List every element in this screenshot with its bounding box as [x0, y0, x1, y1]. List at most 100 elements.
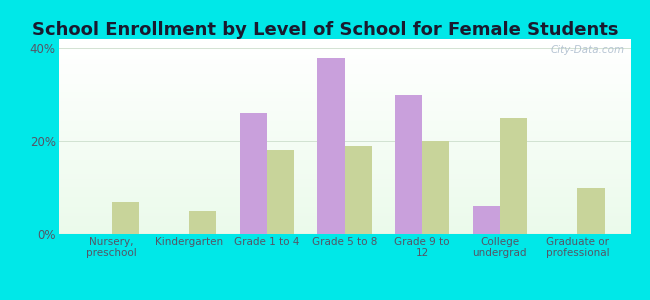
Text: City-Data.com: City-Data.com: [551, 45, 625, 55]
Bar: [58, 103, 630, 105]
Bar: [58, 56, 630, 58]
Bar: [58, 64, 630, 66]
Bar: [58, 148, 630, 150]
Bar: [473, 206, 500, 234]
Bar: [58, 203, 630, 205]
Bar: [58, 121, 630, 123]
Bar: [58, 100, 630, 101]
Bar: [58, 70, 630, 72]
Bar: [58, 43, 630, 45]
Bar: [58, 84, 630, 86]
Bar: [58, 60, 630, 62]
Bar: [58, 51, 630, 53]
Bar: [58, 170, 630, 172]
Bar: [58, 107, 630, 109]
Bar: [58, 181, 630, 183]
Bar: [58, 123, 630, 125]
Bar: [58, 136, 630, 139]
Bar: [58, 68, 630, 70]
Bar: [58, 76, 630, 78]
Bar: [58, 80, 630, 82]
Bar: [267, 150, 294, 234]
Bar: [58, 177, 630, 179]
Bar: [500, 118, 527, 234]
Bar: [58, 193, 630, 195]
Bar: [58, 58, 630, 61]
Bar: [58, 179, 630, 181]
Bar: [58, 88, 630, 90]
Bar: [58, 212, 630, 214]
Bar: [58, 205, 630, 207]
Bar: [58, 166, 630, 168]
Bar: [58, 82, 630, 84]
Bar: [58, 86, 630, 88]
Bar: [58, 214, 630, 217]
Bar: [58, 160, 630, 162]
Bar: [58, 209, 630, 211]
Bar: [58, 47, 630, 49]
Bar: [58, 158, 630, 160]
Bar: [58, 131, 630, 133]
Bar: [58, 152, 630, 154]
Bar: [58, 72, 630, 74]
Bar: [58, 220, 630, 222]
Bar: [58, 199, 630, 201]
Bar: [58, 98, 630, 100]
Bar: [58, 140, 630, 142]
Bar: [395, 95, 422, 234]
Bar: [240, 113, 267, 234]
Bar: [58, 95, 630, 98]
Bar: [58, 168, 630, 170]
Text: School Enrollment by Level of School for Female Students: School Enrollment by Level of School for…: [32, 21, 618, 39]
Bar: [58, 62, 630, 64]
Bar: [58, 230, 630, 232]
Bar: [58, 224, 630, 226]
Bar: [58, 109, 630, 111]
Bar: [422, 141, 449, 234]
Bar: [58, 150, 630, 152]
Bar: [58, 133, 630, 134]
Bar: [58, 156, 630, 158]
Bar: [58, 127, 630, 129]
Bar: [58, 78, 630, 80]
Bar: [58, 125, 630, 127]
Bar: [58, 39, 630, 41]
Bar: [58, 187, 630, 189]
Bar: [58, 154, 630, 156]
Bar: [58, 191, 630, 193]
Bar: [58, 55, 630, 56]
Bar: [58, 139, 630, 140]
Bar: [58, 172, 630, 173]
Bar: [58, 201, 630, 203]
Bar: [58, 53, 630, 55]
Bar: [58, 162, 630, 164]
Bar: [58, 66, 630, 68]
Bar: [58, 183, 630, 185]
Bar: [58, 228, 630, 230]
Bar: [58, 90, 630, 92]
Bar: [58, 217, 630, 218]
Bar: [58, 195, 630, 197]
Bar: [58, 142, 630, 144]
Bar: [58, 94, 630, 95]
Bar: [58, 113, 630, 115]
Bar: [58, 176, 630, 177]
Bar: [58, 101, 630, 103]
Bar: [58, 45, 630, 47]
Bar: [58, 197, 630, 199]
Bar: [58, 164, 630, 166]
Bar: [58, 119, 630, 121]
Bar: [58, 115, 630, 117]
Bar: [58, 185, 630, 187]
Bar: [58, 211, 630, 212]
Bar: [58, 226, 630, 228]
Bar: [58, 218, 630, 220]
Bar: [58, 222, 630, 224]
Bar: [58, 134, 630, 136]
Bar: [58, 117, 630, 119]
Bar: [58, 146, 630, 148]
Bar: [58, 49, 630, 51]
Bar: [58, 74, 630, 76]
Bar: [58, 111, 630, 113]
Bar: [58, 232, 630, 234]
